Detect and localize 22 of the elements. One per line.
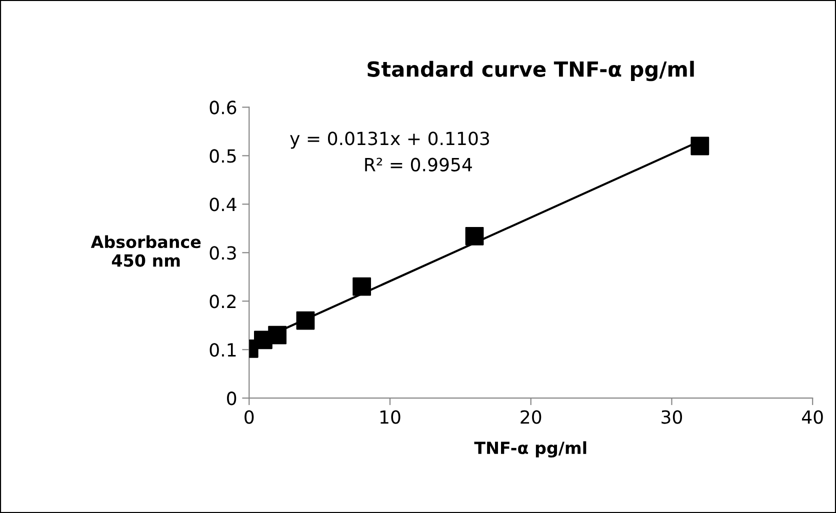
x-tick-label: 30 <box>662 410 682 424</box>
point <box>352 277 372 296</box>
y-tick-label: 0.2 <box>210 294 236 308</box>
y-tick-label: 0.5 <box>210 149 236 163</box>
point <box>465 226 484 246</box>
point <box>296 311 315 330</box>
x-tick-label: 10 <box>380 410 400 424</box>
annotation: y = 0.0131x + 0.1103 <box>290 132 490 149</box>
y-tick-label: 0 <box>227 392 236 406</box>
point <box>268 326 286 344</box>
y-tick-label: 0.4 <box>210 198 236 212</box>
y-axis-title: Absorbance 450 nm <box>90 235 201 267</box>
x-tick-label: 40 <box>802 410 823 424</box>
y-tick-label: 0.1 <box>210 343 236 357</box>
x-tick-label: 20 <box>520 410 542 424</box>
point <box>690 136 710 156</box>
y-tick-label: 0.3 <box>210 246 236 260</box>
chart-title: Standard curve TNF-α pg/ml <box>368 60 694 82</box>
y-tick-label: 0.6 <box>210 100 236 114</box>
x-tick-label: 0 <box>244 410 254 424</box>
x-axis-title: TNF-α pg/ml <box>474 441 586 458</box>
annotation: R² = 0.9954 <box>365 158 472 172</box>
